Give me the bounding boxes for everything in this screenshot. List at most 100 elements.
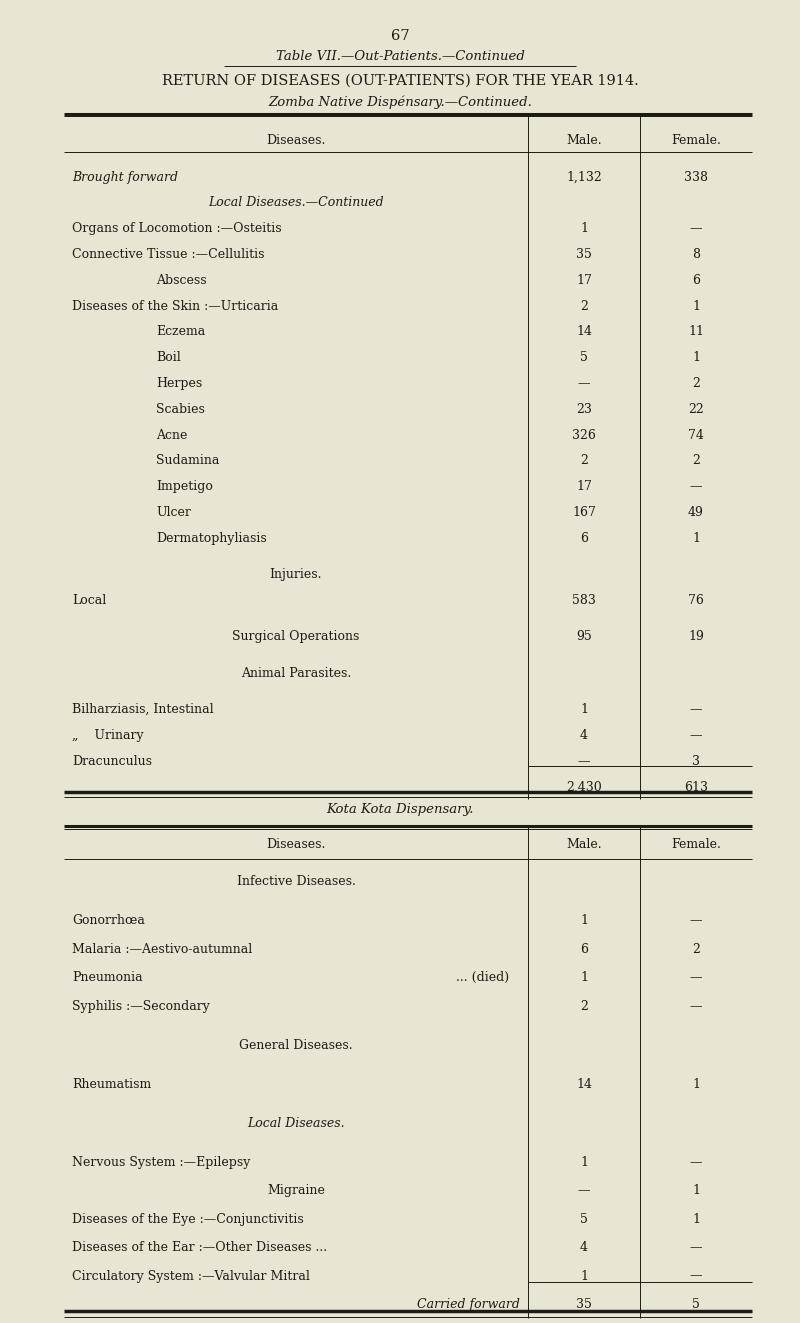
Text: 1: 1 <box>580 703 588 716</box>
Text: —: — <box>690 914 702 927</box>
Text: 14: 14 <box>576 325 592 339</box>
Text: —: — <box>690 1000 702 1012</box>
Text: Circulatory System :—Valvular Mitral: Circulatory System :—Valvular Mitral <box>72 1270 310 1282</box>
Text: RETURN OF DISEASES (OUT-PATIENTS) FOR THE YEAR 1914.: RETURN OF DISEASES (OUT-PATIENTS) FOR TH… <box>162 74 638 89</box>
Text: —: — <box>578 377 590 390</box>
Text: 11: 11 <box>688 325 704 339</box>
Text: 6: 6 <box>692 274 700 287</box>
Text: —: — <box>690 1156 702 1168</box>
Text: —: — <box>690 971 702 984</box>
Text: Kota Kota Dispensary.: Kota Kota Dispensary. <box>326 803 474 815</box>
Text: 35: 35 <box>576 247 592 261</box>
Text: Ulcer: Ulcer <box>156 505 191 519</box>
Text: 17: 17 <box>576 274 592 287</box>
Text: Eczema: Eczema <box>156 325 206 339</box>
Text: Male.: Male. <box>566 839 602 851</box>
Text: Malaria :—Aestivo-autumnal: Malaria :—Aestivo-autumnal <box>72 943 252 955</box>
Text: 1: 1 <box>692 299 700 312</box>
Text: Animal Parasites.: Animal Parasites. <box>241 667 351 680</box>
Text: Abscess: Abscess <box>156 274 206 287</box>
Text: Local: Local <box>72 594 106 607</box>
Text: Acne: Acne <box>156 429 187 442</box>
Text: Diseases of the Ear :—Other Diseases ...: Diseases of the Ear :—Other Diseases ... <box>72 1241 327 1254</box>
Text: 1: 1 <box>692 1184 700 1197</box>
Text: —: — <box>690 703 702 716</box>
Text: „    Urinary: „ Urinary <box>72 729 144 742</box>
Text: 167: 167 <box>572 505 596 519</box>
Text: ... (died): ... (died) <box>456 971 509 984</box>
Text: Syphilis :—Secondary: Syphilis :—Secondary <box>72 1000 210 1012</box>
Text: 326: 326 <box>572 429 596 442</box>
Text: 3: 3 <box>692 754 700 767</box>
Text: 2,430: 2,430 <box>566 781 602 794</box>
Text: Scabies: Scabies <box>156 402 205 415</box>
Text: 14: 14 <box>576 1078 592 1090</box>
Text: Impetigo: Impetigo <box>156 480 213 493</box>
Text: 4: 4 <box>580 729 588 742</box>
Text: Diseases.: Diseases. <box>266 134 326 147</box>
Text: General Diseases.: General Diseases. <box>239 1039 353 1052</box>
Text: 8: 8 <box>692 247 700 261</box>
Text: —: — <box>578 1184 590 1197</box>
Text: 613: 613 <box>684 781 708 794</box>
Text: Injuries.: Injuries. <box>270 568 322 581</box>
Text: 49: 49 <box>688 505 704 519</box>
Text: —: — <box>690 480 702 493</box>
Text: Carried forward: Carried forward <box>417 1298 520 1311</box>
Text: 2: 2 <box>692 377 700 390</box>
Text: Table VII.—Out-Patients.—Continued: Table VII.—Out-Patients.—Continued <box>275 50 525 64</box>
Text: 17: 17 <box>576 480 592 493</box>
Text: Surgical Operations: Surgical Operations <box>232 630 360 643</box>
Text: 23: 23 <box>576 402 592 415</box>
Text: 2: 2 <box>580 1000 588 1012</box>
Text: —: — <box>690 729 702 742</box>
Text: 67: 67 <box>390 29 410 44</box>
Text: 2: 2 <box>580 454 588 467</box>
Text: 1,132: 1,132 <box>566 171 602 184</box>
Text: Rheumatism: Rheumatism <box>72 1078 151 1090</box>
Text: Diseases of the Skin :—Urticaria: Diseases of the Skin :—Urticaria <box>72 299 278 312</box>
Text: 338: 338 <box>684 171 708 184</box>
Text: 583: 583 <box>572 594 596 607</box>
Text: —: — <box>578 754 590 767</box>
Text: 6: 6 <box>580 943 588 955</box>
Text: Zomba Native Dispénsary.—Continued.: Zomba Native Dispénsary.—Continued. <box>268 95 532 108</box>
Text: Infective Diseases.: Infective Diseases. <box>237 876 355 888</box>
Text: Herpes: Herpes <box>156 377 202 390</box>
Text: 1: 1 <box>580 971 588 984</box>
Text: 1: 1 <box>692 351 700 364</box>
Text: 6: 6 <box>580 532 588 545</box>
Text: 95: 95 <box>576 630 592 643</box>
Text: Local Diseases.: Local Diseases. <box>247 1117 345 1130</box>
Text: 4: 4 <box>580 1241 588 1254</box>
Text: Dermatophyliasis: Dermatophyliasis <box>156 532 266 545</box>
Text: 35: 35 <box>576 1298 592 1311</box>
Text: Migraine: Migraine <box>267 1184 325 1197</box>
Text: —: — <box>690 1241 702 1254</box>
Text: 76: 76 <box>688 594 704 607</box>
Text: Diseases of the Eye :—Conjunctivitis: Diseases of the Eye :—Conjunctivitis <box>72 1213 304 1225</box>
Text: Bilharziasis, Intestinal: Bilharziasis, Intestinal <box>72 703 214 716</box>
Text: Female.: Female. <box>671 134 721 147</box>
Text: 1: 1 <box>692 532 700 545</box>
Text: 22: 22 <box>688 402 704 415</box>
Text: 5: 5 <box>692 1298 700 1311</box>
Text: 19: 19 <box>688 630 704 643</box>
Text: 74: 74 <box>688 429 704 442</box>
Text: Sudamina: Sudamina <box>156 454 219 467</box>
Text: Diseases.: Diseases. <box>266 839 326 851</box>
Text: 1: 1 <box>580 914 588 927</box>
Text: Pneumonia: Pneumonia <box>72 971 142 984</box>
Text: 2: 2 <box>692 454 700 467</box>
Text: Organs of Locomotion :—Osteitis: Organs of Locomotion :—Osteitis <box>72 222 282 235</box>
Text: —: — <box>690 1270 702 1282</box>
Text: 1: 1 <box>580 222 588 235</box>
Text: 1: 1 <box>580 1156 588 1168</box>
Text: Nervous System :—Epilepsy: Nervous System :—Epilepsy <box>72 1156 250 1168</box>
Text: Female.: Female. <box>671 839 721 851</box>
Text: Dracunculus: Dracunculus <box>72 754 152 767</box>
Text: Male.: Male. <box>566 134 602 147</box>
Text: Local Diseases.—Continued: Local Diseases.—Continued <box>208 196 384 209</box>
Text: 2: 2 <box>692 943 700 955</box>
Text: 1: 1 <box>692 1078 700 1090</box>
